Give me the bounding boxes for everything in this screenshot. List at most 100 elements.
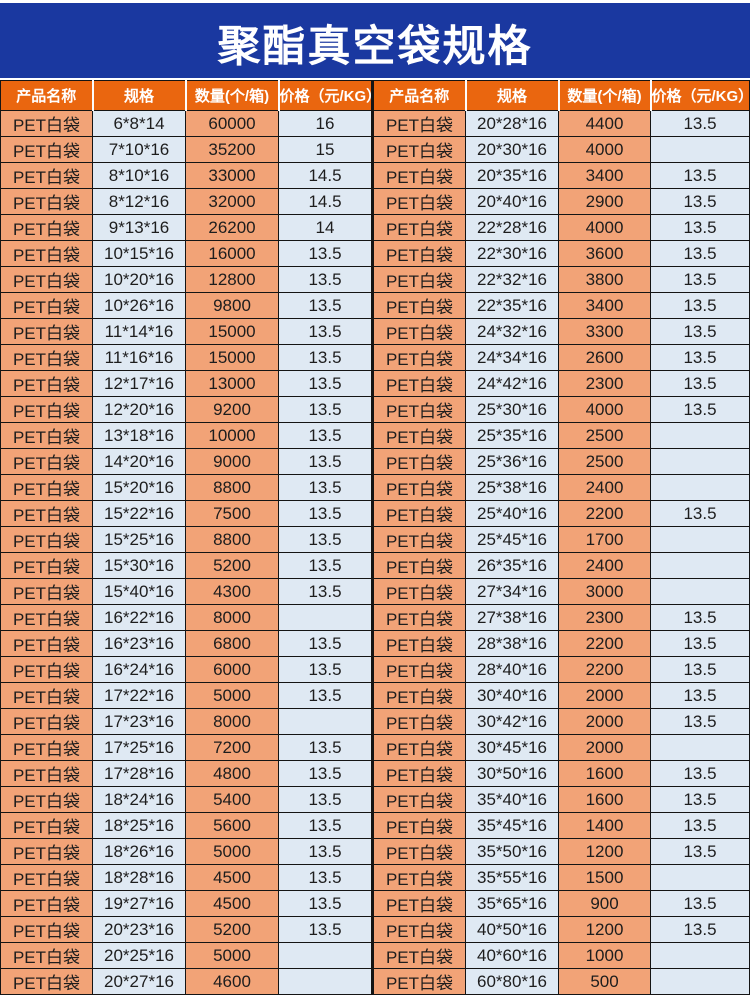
price-cell: 13.5	[278, 500, 372, 527]
spec-cell: 27*38*16	[465, 604, 559, 631]
price-cell: 16	[278, 110, 372, 137]
table-row: PET白袋 22*30*16 3600 13.5	[373, 240, 750, 267]
price-cell	[650, 968, 750, 995]
spec-cell: 35*65*16	[465, 890, 559, 917]
product-cell: PET白袋	[0, 266, 93, 293]
price-cell	[278, 968, 372, 995]
product-cell: PET白袋	[373, 292, 466, 319]
price-cell: 13.5	[650, 240, 750, 267]
spec-cell: 30*42*16	[465, 708, 559, 735]
spec-cell: 22*28*16	[465, 214, 559, 241]
price-cell: 13.5	[278, 656, 372, 683]
spec-cell: 25*36*16	[465, 448, 559, 475]
price-cell: 13.5	[278, 786, 372, 813]
qty-cell: 3000	[558, 578, 651, 605]
spec-cell: 15*22*16	[92, 500, 186, 527]
table-row: PET白袋 15*30*16 5200 13.5	[0, 552, 372, 579]
product-cell: PET白袋	[373, 838, 466, 865]
qty-cell: 5000	[185, 838, 279, 865]
product-cell: PET白袋	[373, 812, 466, 839]
product-cell: PET白袋	[373, 136, 466, 163]
qty-cell: 2200	[558, 500, 651, 527]
table-row: PET白袋 15*22*16 7500 13.5	[0, 500, 372, 527]
qty-cell: 7200	[185, 734, 279, 761]
product-cell: PET白袋	[373, 552, 466, 579]
qty-cell: 3600	[558, 240, 651, 267]
spec-cell: 16*23*16	[92, 630, 186, 657]
qty-cell: 5200	[185, 916, 279, 943]
price-cell: 13.5	[278, 422, 372, 449]
spec-cell: 9*13*16	[92, 214, 186, 241]
table-row: PET白袋 20*28*16 4400 13.5	[373, 110, 750, 137]
spec-cell: 11*14*16	[92, 318, 186, 345]
price-cell: 14.5	[278, 162, 372, 189]
price-cell: 13.5	[650, 162, 750, 189]
table-row: PET白袋 30*40*16 2000 13.5	[373, 682, 750, 709]
spec-cell: 28*38*16	[465, 630, 559, 657]
table-row: PET白袋 12*20*16 9200 13.5	[0, 396, 372, 423]
table-row: PET白袋 18*28*16 4500 13.5	[0, 864, 372, 891]
price-cell	[278, 604, 372, 631]
col-header-price: 价格（元/KG）	[278, 80, 372, 111]
price-cell: 13.5	[278, 630, 372, 657]
product-cell: PET白袋	[373, 656, 466, 683]
table-row: PET白袋 7*10*16 35200 15	[0, 136, 372, 163]
price-cell: 13.5	[650, 786, 750, 813]
product-cell: PET白袋	[373, 474, 466, 501]
table-row: PET白袋 35*45*16 1400 13.5	[373, 812, 750, 839]
qty-cell: 35200	[185, 136, 279, 163]
qty-cell: 2300	[558, 370, 651, 397]
price-cell	[278, 942, 372, 969]
qty-cell: 60000	[185, 110, 279, 137]
qty-cell: 5400	[185, 786, 279, 813]
table-row: PET白袋 17*22*16 5000 13.5	[0, 682, 372, 709]
qty-cell: 8800	[185, 474, 279, 501]
spec-cell: 35*45*16	[465, 812, 559, 839]
qty-cell: 4000	[558, 136, 651, 163]
spec-cell: 24*42*16	[465, 370, 559, 397]
spec-cell: 8*10*16	[92, 162, 186, 189]
price-cell: 13.5	[650, 916, 750, 943]
price-cell: 13.5	[278, 240, 372, 267]
spec-cell: 18*24*16	[92, 786, 186, 813]
spec-cell: 11*16*16	[92, 344, 186, 371]
qty-cell: 8800	[185, 526, 279, 553]
price-cell: 13.5	[278, 266, 372, 293]
product-cell: PET白袋	[373, 266, 466, 293]
qty-cell: 4000	[558, 214, 651, 241]
title-banner: 聚酯真空袋规格	[0, 3, 750, 78]
spec-cell: 30*45*16	[465, 734, 559, 761]
product-cell: PET白袋	[373, 214, 466, 241]
spec-cell: 7*10*16	[92, 136, 186, 163]
price-cell: 13.5	[278, 838, 372, 865]
product-cell: PET白袋	[373, 422, 466, 449]
qty-cell: 2500	[558, 448, 651, 475]
table-row: PET白袋 60*80*16 500	[373, 968, 750, 995]
table-divider	[372, 80, 373, 995]
qty-cell: 15000	[185, 344, 279, 371]
price-cell: 13.5	[650, 370, 750, 397]
spec-cell: 60*80*16	[465, 968, 559, 995]
qty-cell: 6000	[185, 656, 279, 683]
col-header-qty: 数量(个/箱)	[185, 80, 280, 111]
table-row: PET白袋 28*40*16 2200 13.5	[373, 656, 750, 683]
product-cell: PET白袋	[0, 422, 93, 449]
qty-cell: 1000	[558, 942, 651, 969]
col-header-qty: 数量(个/箱)	[558, 80, 652, 111]
product-cell: PET白袋	[373, 500, 466, 527]
page-title: 聚酯真空袋规格	[217, 22, 533, 71]
table-row: PET白袋 15*40*16 4300 13.5	[0, 578, 372, 605]
price-cell: 13.5	[650, 656, 750, 683]
table-row: PET白袋 25*36*16 2500	[373, 448, 750, 475]
table-row: PET白袋 30*50*16 1600 13.5	[373, 760, 750, 787]
qty-cell: 7500	[185, 500, 279, 527]
product-cell: PET白袋	[0, 370, 93, 397]
spec-cell: 18*25*16	[92, 812, 186, 839]
price-cell: 13.5	[278, 448, 372, 475]
product-cell: PET白袋	[373, 760, 466, 787]
price-cell: 13.5	[278, 734, 372, 761]
spec-cell: 14*20*16	[92, 448, 186, 475]
table-row: PET白袋 22*28*16 4000 13.5	[373, 214, 750, 241]
spec-cell: 15*30*16	[92, 552, 186, 579]
price-cell: 13.5	[650, 838, 750, 865]
